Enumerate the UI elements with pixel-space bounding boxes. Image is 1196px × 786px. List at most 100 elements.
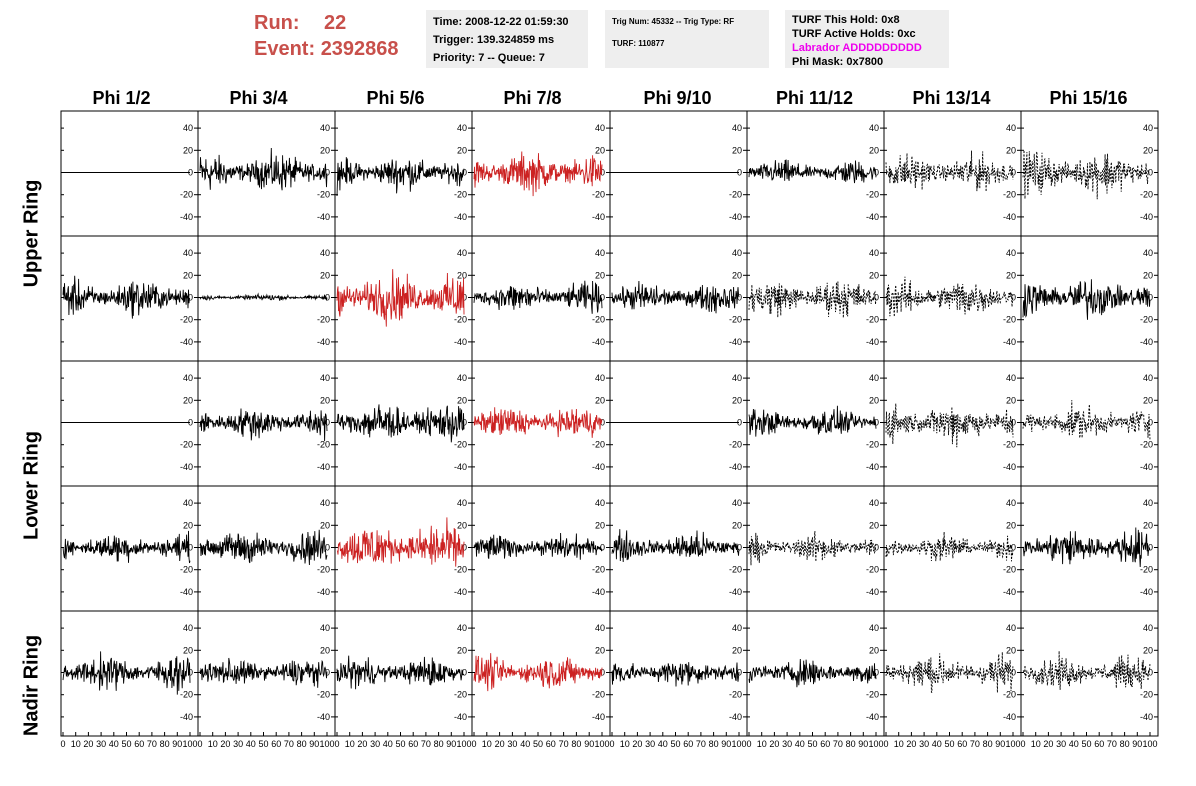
panel-frame: [60, 110, 199, 237]
y-tick-label: -40: [729, 337, 742, 347]
x-tick-label: 100: [1005, 739, 1020, 749]
turf-active-holds-text: TURF Active Holds: 0xc: [792, 28, 916, 40]
x-tick-label: 70: [284, 739, 294, 749]
waveform-trace: [611, 529, 740, 563]
waveform-trace: [199, 292, 328, 302]
y-tick-label: 40: [320, 373, 330, 383]
y-tick-label: 40: [320, 623, 330, 633]
y-tick-label: 40: [457, 498, 467, 508]
y-tick-label: -20: [729, 440, 742, 450]
y-tick-label: -40: [1140, 212, 1153, 222]
y-tick-label: 0: [462, 293, 467, 303]
waveform-trace: [748, 159, 877, 184]
x-tick-label: 70: [421, 739, 431, 749]
trigger-text: Trigger: 139.324859 ms: [433, 34, 555, 46]
y-tick-label: 20: [183, 520, 193, 530]
event-line: Event: 2392868: [254, 36, 424, 62]
y-tick-label: -40: [180, 337, 193, 347]
waveform-trace: [199, 147, 328, 191]
y-tick-label: 0: [1148, 668, 1153, 678]
x-tick-label: 50: [670, 739, 680, 749]
y-tick-label: -40: [1140, 587, 1153, 597]
turf-hold-box: TURF This Hold: 0x8 TURF Active Holds: 0…: [785, 10, 949, 68]
x-tick-label: 60: [957, 739, 967, 749]
y-tick-label: -20: [454, 440, 467, 450]
y-tick-label: 0: [874, 418, 879, 428]
y-tick-label: -20: [592, 190, 605, 200]
y-tick-label: 0: [737, 668, 742, 678]
y-tick-label: -20: [729, 190, 742, 200]
y-tick-label: 40: [595, 373, 605, 383]
y-tick-label: 20: [1006, 145, 1016, 155]
x-tick-label: 0: [746, 739, 751, 749]
labrador-text: Labrador ADDDDDDDDD: [792, 42, 922, 54]
y-tick-label: 0: [188, 543, 193, 553]
x-tick-label: 30: [1056, 739, 1066, 749]
y-tick-label: -40: [180, 712, 193, 722]
y-tick-label: 20: [595, 645, 605, 655]
y-tick-label: 20: [1143, 645, 1153, 655]
y-tick-label: 0: [737, 168, 742, 178]
y-tick-label: 40: [869, 373, 879, 383]
waveform-trace: [1022, 650, 1151, 690]
panel-frame: [197, 235, 336, 362]
y-tick-label: -20: [592, 315, 605, 325]
y-tick-label: -40: [454, 337, 467, 347]
y-tick-label: -20: [454, 565, 467, 575]
y-tick-label: 40: [1006, 373, 1016, 383]
y-tick-label: 40: [457, 248, 467, 258]
y-tick-label: 20: [1143, 520, 1153, 530]
y-tick-label: -20: [1003, 690, 1016, 700]
y-tick-label: 0: [188, 293, 193, 303]
waveform-trace: [336, 157, 465, 197]
panel-frame: [609, 110, 748, 237]
y-tick-label: -40: [866, 337, 879, 347]
x-tick-label: 80: [1120, 739, 1130, 749]
y-tick-label: -40: [866, 462, 879, 472]
waveform-trace: [1022, 400, 1151, 440]
x-tick-label: 80: [160, 739, 170, 749]
waveform-trace: [1022, 527, 1151, 568]
y-tick-label: 20: [457, 395, 467, 405]
x-tick-label: 80: [709, 739, 719, 749]
y-tick-label: 40: [595, 623, 605, 633]
y-tick-label: 40: [869, 498, 879, 508]
y-tick-label: 40: [1143, 373, 1153, 383]
x-tick-label: 90: [309, 739, 319, 749]
y-tick-label: 20: [732, 645, 742, 655]
col-title-phi-3-4: Phi 3/4: [229, 88, 288, 108]
y-tick-label: -40: [866, 587, 879, 597]
turf-text: TURF: 110877: [612, 39, 665, 48]
y-tick-label: -20: [866, 440, 879, 450]
waveform-trace: [199, 529, 328, 566]
y-tick-label: -20: [1140, 190, 1153, 200]
x-tick-label: 90: [172, 739, 182, 749]
x-tick-label: 0: [334, 739, 339, 749]
y-tick-label: 40: [1143, 623, 1153, 633]
y-tick-label: 40: [1006, 123, 1016, 133]
y-tick-label: 0: [737, 418, 742, 428]
y-tick-label: 20: [1006, 645, 1016, 655]
x-tick-label: 10: [208, 739, 218, 749]
trig-num-text: Trig Num: 45332 -- Trig Type: RF: [612, 17, 735, 26]
y-tick-label: 20: [457, 645, 467, 655]
x-tick-label: 90: [1132, 739, 1142, 749]
y-tick-label: 0: [737, 543, 742, 553]
y-tick-label: -40: [1140, 462, 1153, 472]
x-tick-label: 50: [807, 739, 817, 749]
y-tick-label: 20: [595, 520, 605, 530]
waveform-trace: [62, 275, 191, 319]
x-tick-label: 20: [1043, 739, 1053, 749]
x-tick-label: 60: [134, 739, 144, 749]
waveform-trace: [885, 531, 1014, 562]
y-tick-label: -20: [454, 690, 467, 700]
y-tick-label: -20: [180, 440, 193, 450]
y-tick-label: 20: [183, 395, 193, 405]
y-tick-label: 20: [457, 270, 467, 280]
waveform-trace: [885, 150, 1014, 192]
x-tick-label: 100: [1142, 739, 1157, 749]
y-tick-label: -40: [180, 212, 193, 222]
y-tick-label: -40: [454, 462, 467, 472]
col-title-phi-1-2: Phi 1/2: [92, 88, 151, 108]
x-tick-label: 0: [883, 739, 888, 749]
